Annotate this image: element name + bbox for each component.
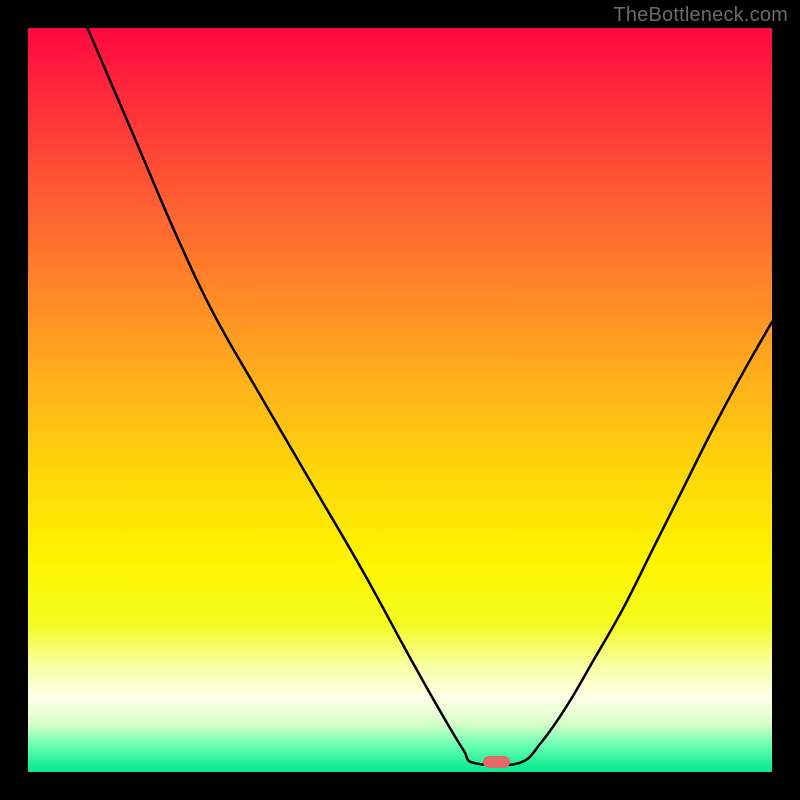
plot-area (28, 28, 772, 772)
watermark-text: TheBottleneck.com (613, 4, 788, 27)
bottleneck-curve (28, 28, 772, 772)
chart-frame: TheBottleneck.com (0, 0, 800, 800)
optimum-marker (483, 756, 510, 768)
